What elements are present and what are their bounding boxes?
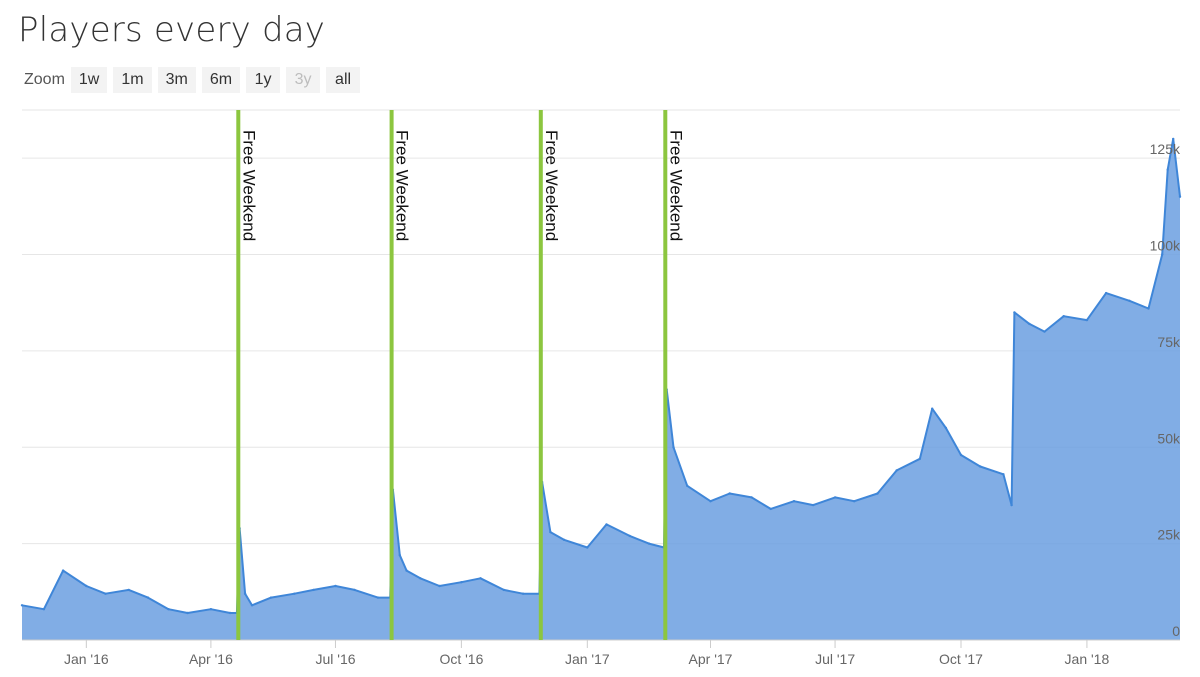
plot-band-1 [389,110,394,640]
data-point-4 [104,592,107,595]
x-tick-label-3: Oct '16 [439,651,483,667]
data-point-1 [42,608,46,611]
data-point-23 [398,554,401,557]
data-point-64 [1085,318,1089,322]
data-point-69 [1166,168,1169,171]
plot-band-label-0: Free Weekend [239,130,258,241]
data-point-60 [1013,311,1016,314]
data-point-61 [1028,322,1031,326]
data-point-0 [20,604,24,607]
data-point-30 [521,592,525,595]
data-point-45 [750,496,753,499]
data-point-70 [1172,137,1175,141]
zoom-all-button[interactable]: all [326,67,361,93]
data-point-67 [1147,307,1150,310]
data-point-17 [312,588,315,592]
data-point-10 [228,611,232,615]
data-point-13 [243,592,247,595]
plot-band-0 [236,110,241,640]
data-point-47 [792,500,796,503]
data-point-58 [1002,473,1005,476]
data-point-14 [250,604,254,607]
zoom-1m-button[interactable]: 1m [113,67,152,93]
data-point-68 [1161,253,1164,256]
series-area [22,138,1180,640]
y-tick-label-2: 50k [1157,430,1181,446]
data-point-44 [728,492,731,495]
x-tick-label-6: Jul '17 [815,651,855,667]
x-tick-label-2: Jul '16 [315,651,355,667]
data-point-71 [1178,195,1182,198]
data-point-49 [833,496,837,499]
data-point-59 [1010,503,1013,507]
data-point-33 [549,530,552,534]
page-title: Players every day [18,10,326,50]
data-point-57 [979,465,982,468]
data-point-42 [686,484,689,487]
data-point-50 [853,500,856,503]
plot-band-3 [663,110,668,640]
data-point-16 [293,592,296,595]
data-point-46 [769,507,772,511]
zoom-1w-button[interactable]: 1w [70,67,108,93]
data-point-66 [1128,299,1131,302]
data-point-52 [895,469,898,472]
data-point-20 [376,596,380,599]
data-point-36 [605,523,608,526]
data-point-51 [876,492,879,495]
data-point-19 [353,588,356,592]
data-point-41 [672,446,675,449]
y-tick-label-0: 0 [1172,623,1180,639]
zoom-3y-button: 3y [286,67,321,93]
data-point-18 [334,584,337,588]
data-point-53 [918,457,922,460]
data-point-27 [460,581,463,584]
data-point-56 [959,453,963,457]
data-point-38 [647,542,651,545]
data-point-5 [127,588,130,592]
data-point-55 [944,426,948,430]
data-point-3 [85,584,88,588]
y-tick-label-4: 100k [1150,238,1181,254]
data-point-9 [209,608,213,611]
data-point-26 [438,584,441,588]
plot-band-label-3: Free Weekend [666,130,685,241]
y-tick-label-5: 125k [1150,141,1181,157]
data-point-65 [1104,291,1108,295]
x-tick-label-1: Apr '16 [189,651,233,667]
data-point-2 [61,569,65,572]
zoom-3m-button[interactable]: 3m [157,67,196,93]
data-point-25 [419,577,422,580]
data-point-6 [146,596,150,599]
data-point-7 [167,608,170,611]
data-point-34 [562,538,566,541]
x-tick-label-4: Jan '17 [565,651,610,667]
data-point-63 [1062,315,1065,318]
data-point-15 [269,596,273,599]
data-point-43 [709,500,712,503]
x-tick-label-5: Apr '17 [689,651,733,667]
plot-band-label-2: Free Weekend [542,130,561,241]
data-point-8 [186,611,189,615]
plot-band-2 [538,110,543,640]
data-point-35 [586,546,589,549]
x-tick-label-7: Oct '17 [939,651,983,667]
zoom-6m-button[interactable]: 6m [201,67,241,93]
data-point-48 [812,503,815,507]
zoom-label: Zoom [24,71,65,88]
data-point-37 [628,534,631,538]
y-tick-label-3: 75k [1157,334,1181,350]
data-point-24 [405,569,408,572]
data-point-62 [1043,330,1046,333]
plot-band-label-1: Free Weekend [393,130,412,241]
x-tick-label-8: Jan '18 [1065,651,1110,667]
data-point-29 [502,588,505,592]
x-tick-label-0: Jan '16 [64,651,109,667]
zoom-1y-button[interactable]: 1y [246,67,281,93]
data-point-28 [479,577,482,580]
zoom-selector: Zoom 1w 1m 3m 6m 1y 3y all [24,67,366,93]
y-tick-label-1: 25k [1157,527,1181,543]
data-point-54 [931,407,934,410]
